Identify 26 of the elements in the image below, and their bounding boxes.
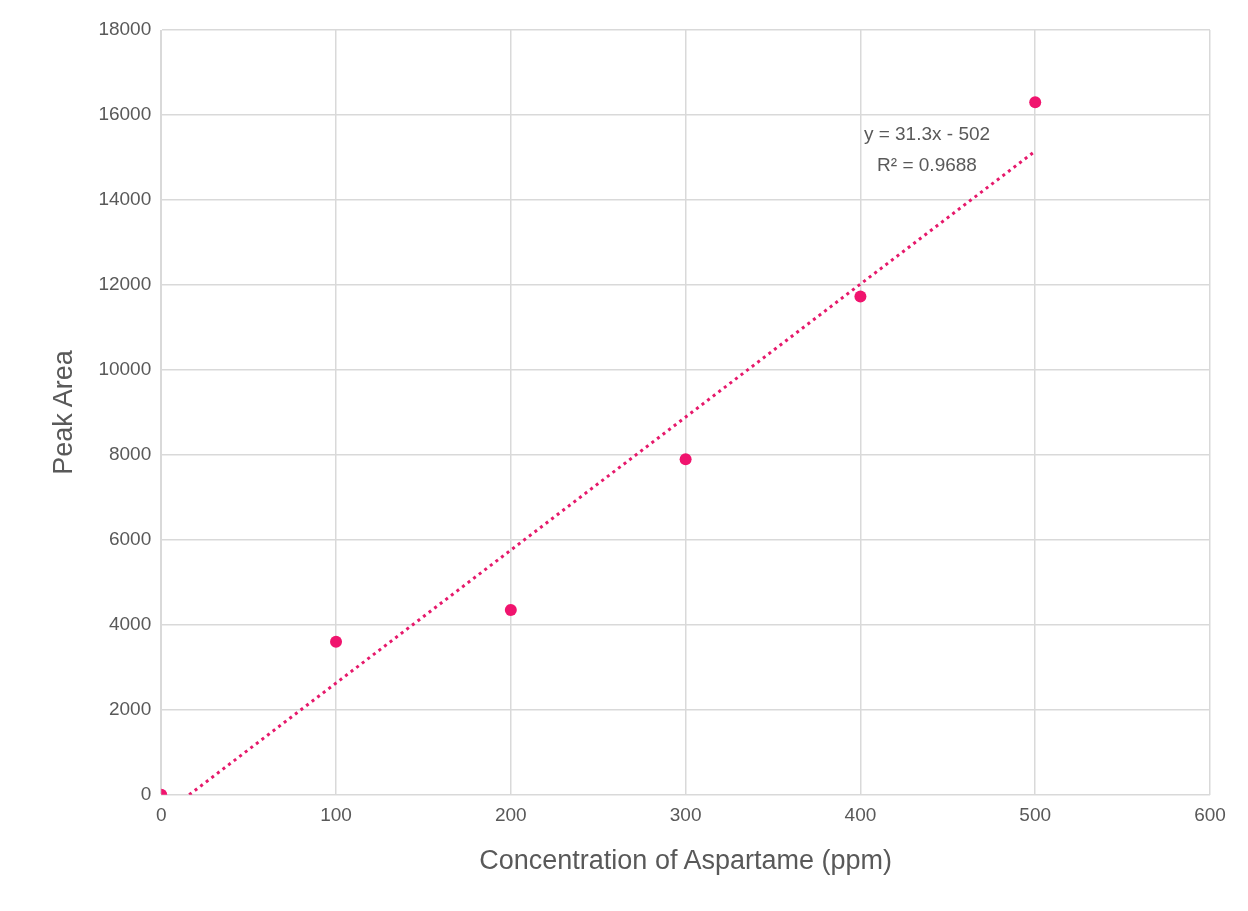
- point: [679, 453, 692, 466]
- x-tick-label: 0: [155, 804, 167, 826]
- y-tick-label: 14000: [98, 188, 152, 210]
- y-tick-label: 16000: [98, 103, 152, 125]
- y-tick-label: 10000: [98, 358, 152, 380]
- x-axis-title: Concentration of Aspartame (ppm): [479, 845, 892, 876]
- annotation: y = 31.3x - 502: [863, 123, 991, 145]
- y-tick-label: 12000: [98, 273, 152, 295]
- x-tick-label: 100: [320, 804, 352, 826]
- x-tick-label: 500: [1019, 804, 1052, 826]
- y-tick-label: 2000: [108, 698, 152, 720]
- y-tick-label: 8000: [108, 443, 152, 465]
- y-tick-label: 18000: [98, 18, 152, 40]
- y-axis-title: Peak Area: [47, 349, 78, 475]
- point: [1029, 96, 1042, 109]
- x-tick-label: 300: [669, 804, 702, 826]
- point: [330, 635, 343, 648]
- point: [854, 290, 867, 303]
- annotation: R² = 0.9688: [877, 154, 977, 176]
- point: [504, 603, 517, 616]
- x-tick-label: 200: [494, 804, 527, 826]
- x-tick-label: 600: [1194, 804, 1226, 826]
- x-tick-label: 400: [844, 804, 877, 826]
- y-tick-label: 4000: [108, 613, 152, 635]
- y-tick-label: 6000: [108, 528, 152, 550]
- y-tick-label: 0: [140, 783, 152, 805]
